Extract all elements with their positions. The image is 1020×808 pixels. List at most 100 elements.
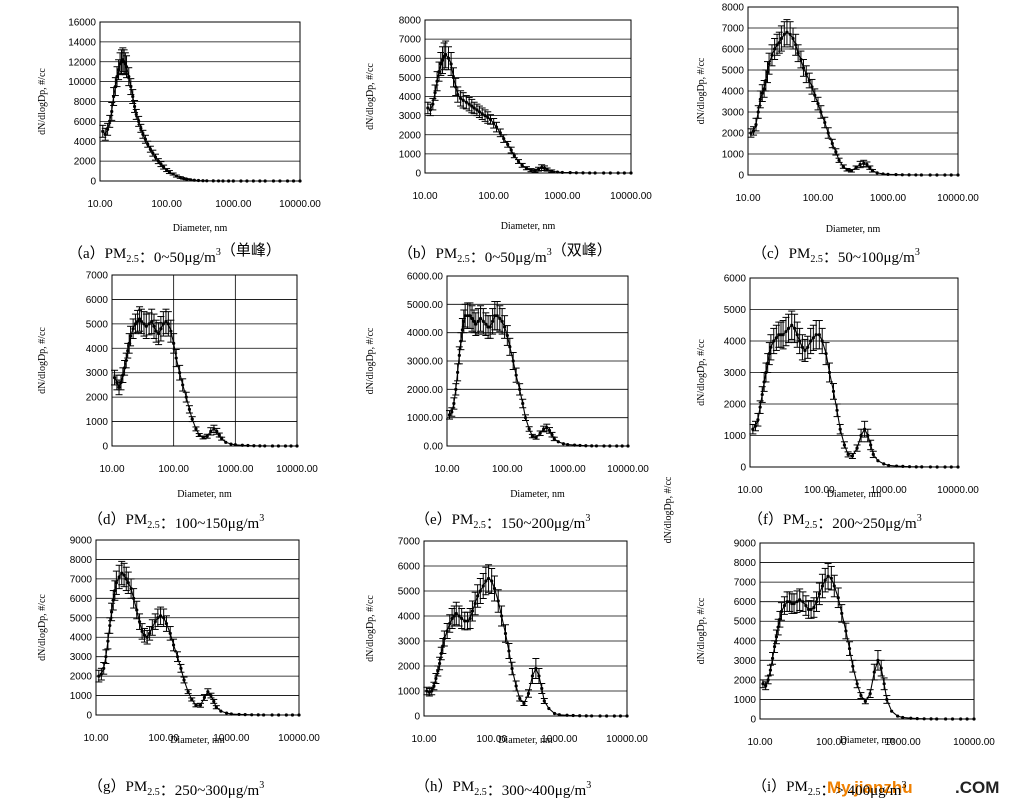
data-point [894, 172, 898, 177]
x-tick-label: 10.00 [735, 193, 760, 204]
data-point [812, 605, 816, 610]
data-point [169, 329, 173, 333]
caption-part: ：50~100μg/m [823, 250, 915, 266]
data-point [550, 433, 554, 437]
y-tick-label: 2000 [86, 393, 109, 404]
data-point [518, 387, 522, 391]
data-point [886, 172, 890, 176]
y-tick-label: 6000 [722, 45, 745, 56]
data-point [869, 443, 873, 447]
data-point [148, 631, 152, 635]
data-point [216, 179, 221, 183]
data-point [468, 616, 472, 621]
data-point [560, 170, 564, 175]
data-point [881, 172, 885, 176]
data-point [605, 714, 609, 718]
data-point [194, 703, 198, 707]
data-point [868, 691, 872, 696]
data-point [890, 709, 894, 713]
data-point [263, 179, 267, 183]
data-point [823, 578, 827, 582]
chart-h: 0 1000 2000 3000 4000 5000 6000 7000 10.00 100.00… [365, 537, 648, 800]
y-tick-label: 6000 [724, 274, 747, 285]
data-point [153, 620, 157, 624]
caption-part: 3 [547, 247, 552, 258]
data-point [198, 703, 203, 707]
data-point [434, 676, 438, 681]
data-point [774, 635, 779, 639]
data-point [263, 444, 267, 448]
data-point [574, 171, 578, 175]
y-axis-label: dN/dlogDp, #/cc [37, 68, 48, 135]
data-point [175, 655, 180, 659]
data-point [448, 621, 452, 626]
data-point [782, 603, 787, 608]
x-axis-label: Diameter, nm [840, 735, 895, 746]
y-tick-label: 0 [740, 463, 746, 474]
data-point [481, 584, 485, 588]
caption-part: 2.5 [473, 520, 486, 531]
data-point [792, 602, 796, 606]
data-point [196, 178, 201, 183]
y-axis-label: dN/dlogDp, #/cc [696, 597, 707, 664]
data-point [859, 693, 863, 698]
data-point [456, 92, 460, 97]
y-tick-label: 4000 [70, 633, 93, 644]
data-point [464, 100, 468, 104]
chart-caption: （i）PM2.5：> 400μg/m3 [752, 778, 906, 799]
data-point [590, 714, 594, 718]
chart-g: 0 1000 2000 3000 4000 5000 6000 7000 8000 9000 10.… [37, 536, 320, 800]
data-point [250, 713, 254, 717]
data-point [876, 459, 880, 463]
data-point [594, 444, 599, 448]
data-point [483, 114, 487, 118]
y-tick-label: 5000 [70, 613, 93, 624]
data-point [494, 125, 499, 129]
data-point [217, 433, 221, 437]
y-axis-label: dN/dlogDp, #/cc [696, 57, 707, 124]
data-point [502, 136, 506, 141]
data-point [459, 96, 463, 101]
data-point [486, 576, 491, 581]
data-point [214, 705, 218, 709]
data-point [841, 165, 845, 169]
data-point [516, 159, 521, 164]
data-point [882, 682, 886, 686]
data-point [872, 670, 876, 674]
data-point [598, 714, 602, 718]
y-axis-label: dN/dlogDp, #/cc [365, 595, 376, 662]
data-point [762, 87, 766, 91]
y-tick-label: 3000 [734, 656, 757, 667]
data-point [540, 166, 544, 170]
data-point [166, 322, 170, 326]
data-point [766, 678, 770, 682]
data-point [224, 440, 228, 444]
data-point [767, 62, 771, 66]
data-point [454, 387, 458, 391]
data-point [289, 444, 293, 448]
data-point [935, 465, 939, 469]
data-point [131, 94, 135, 99]
y-tick-label: 9000 [70, 536, 93, 547]
data-point [146, 142, 150, 146]
data-point [509, 148, 513, 152]
data-point [185, 177, 189, 181]
y-tick-label: 1000 [722, 150, 745, 161]
data-point [832, 584, 836, 588]
data-point [465, 619, 470, 623]
y-tick-label: 2000 [722, 129, 745, 140]
data-point [227, 179, 231, 183]
y-tick-label: 8000 [70, 555, 93, 566]
x-axis-label: Diameter, nm [170, 735, 225, 746]
data-point [556, 440, 560, 444]
data-point [158, 614, 163, 618]
data-point [154, 329, 158, 333]
data-point [901, 464, 905, 468]
data-point [540, 686, 544, 691]
data-point [523, 416, 528, 420]
y-tick-label: 0 [738, 171, 744, 182]
data-point [775, 43, 779, 47]
data-point [826, 131, 830, 135]
data-point [137, 119, 141, 123]
